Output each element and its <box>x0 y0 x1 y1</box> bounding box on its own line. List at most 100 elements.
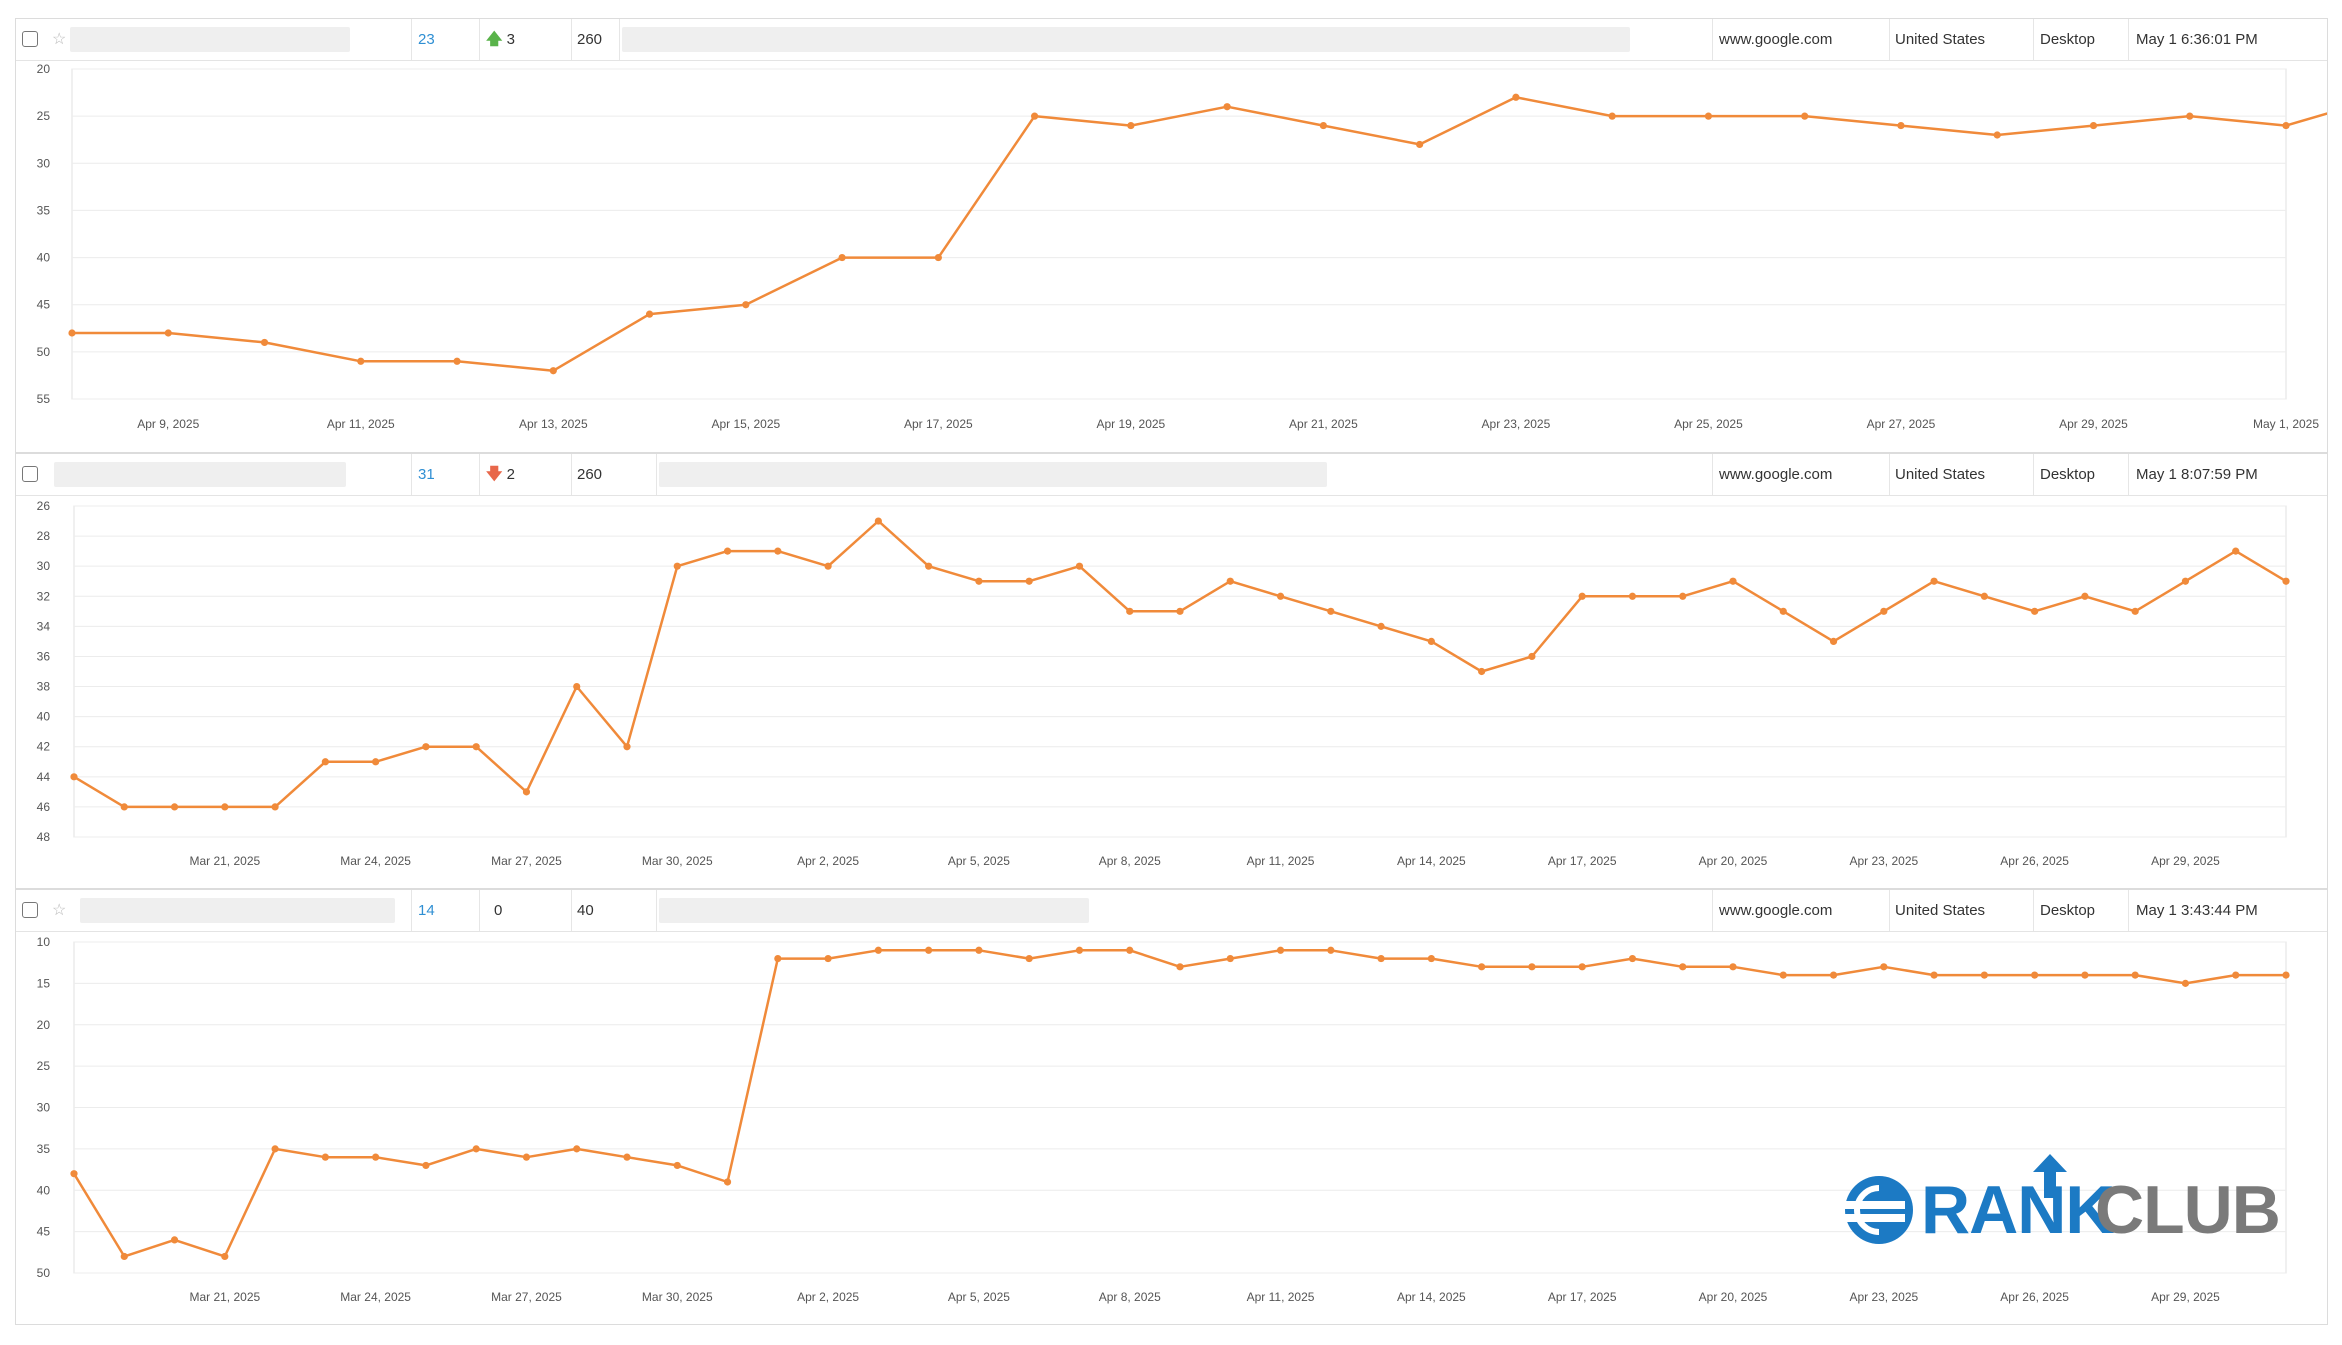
data-point[interactable] <box>673 562 681 570</box>
data-point[interactable] <box>1980 971 1988 979</box>
data-point[interactable] <box>1930 971 1938 979</box>
row-checkbox[interactable] <box>22 902 38 918</box>
data-point[interactable] <box>1377 622 1385 630</box>
data-point[interactable] <box>1226 954 1234 963</box>
data-point[interactable] <box>824 954 832 963</box>
data-point[interactable] <box>975 577 983 585</box>
data-point[interactable] <box>1608 112 1616 120</box>
data-point[interactable] <box>623 1153 631 1161</box>
data-point[interactable] <box>1327 946 1335 954</box>
data-point[interactable] <box>774 954 782 963</box>
data-point[interactable] <box>573 1145 581 1153</box>
current-rank-link[interactable]: 14 <box>418 902 435 919</box>
data-point[interactable] <box>221 1252 229 1261</box>
data-point[interactable] <box>1126 607 1134 615</box>
data-point[interactable] <box>1829 971 1838 979</box>
data-point[interactable] <box>422 743 430 751</box>
data-point[interactable] <box>372 758 380 766</box>
data-point[interactable] <box>1628 592 1637 600</box>
data-point[interactable] <box>1679 963 1687 971</box>
data-point[interactable] <box>2186 112 2194 120</box>
data-point[interactable] <box>1025 954 1033 963</box>
data-point[interactable] <box>1829 637 1838 646</box>
data-point[interactable] <box>838 253 846 262</box>
data-point[interactable] <box>1031 112 1039 120</box>
data-point[interactable] <box>1801 112 1809 120</box>
data-point[interactable] <box>70 1170 78 1178</box>
data-point[interactable] <box>120 803 128 811</box>
data-point[interactable] <box>1729 963 1737 971</box>
data-point[interactable] <box>975 946 983 954</box>
data-point[interactable] <box>2232 971 2240 979</box>
data-point[interactable] <box>522 1153 531 1161</box>
data-point[interactable] <box>2282 577 2290 585</box>
data-point[interactable] <box>1327 607 1335 615</box>
data-point[interactable] <box>925 562 933 570</box>
data-point[interactable] <box>2031 607 2039 615</box>
data-point[interactable] <box>1176 607 1184 615</box>
data-point[interactable] <box>372 1153 380 1161</box>
data-point[interactable] <box>170 1236 179 1244</box>
data-point[interactable] <box>1930 577 1938 585</box>
data-point[interactable] <box>1729 577 1737 585</box>
data-point[interactable] <box>68 329 76 337</box>
data-point[interactable] <box>2089 121 2098 130</box>
data-point[interactable] <box>2081 592 2089 600</box>
current-rank-link[interactable]: 23 <box>418 31 435 48</box>
data-point[interactable] <box>623 743 631 751</box>
data-point[interactable] <box>1704 112 1713 120</box>
data-point[interactable] <box>271 1145 279 1153</box>
data-point[interactable] <box>1880 607 1888 615</box>
row-checkbox[interactable] <box>22 466 38 482</box>
data-point[interactable] <box>1980 592 1988 600</box>
data-point[interactable] <box>2282 971 2290 979</box>
data-point[interactable] <box>549 367 557 375</box>
data-point[interactable] <box>1319 121 1327 130</box>
data-point[interactable] <box>120 1252 128 1261</box>
data-point[interactable] <box>1628 954 1637 963</box>
data-point[interactable] <box>874 517 882 525</box>
data-point[interactable] <box>1226 577 1234 585</box>
data-point[interactable] <box>934 253 942 262</box>
data-point[interactable] <box>2031 971 2039 979</box>
data-point[interactable] <box>164 329 172 337</box>
data-point[interactable] <box>1427 954 1435 963</box>
data-point[interactable] <box>1512 93 1520 101</box>
data-point[interactable] <box>1478 963 1486 971</box>
data-point[interactable] <box>645 310 654 318</box>
data-point[interactable] <box>453 357 461 365</box>
data-point[interactable] <box>321 1153 329 1161</box>
data-point[interactable] <box>673 1161 681 1170</box>
row-checkbox[interactable] <box>22 31 38 47</box>
data-point[interactable] <box>260 338 269 347</box>
data-point[interactable] <box>1427 637 1435 646</box>
data-point[interactable] <box>1779 607 1787 615</box>
data-point[interactable] <box>2131 971 2139 979</box>
data-point[interactable] <box>925 946 933 954</box>
data-point[interactable] <box>2181 979 2190 987</box>
star-icon[interactable]: ☆ <box>52 902 67 919</box>
data-point[interactable] <box>573 682 581 691</box>
data-point[interactable] <box>1176 963 1184 971</box>
data-point[interactable] <box>1528 963 1536 971</box>
data-point[interactable] <box>2131 607 2139 615</box>
data-point[interactable] <box>271 803 279 811</box>
data-point[interactable] <box>2232 547 2240 555</box>
data-point[interactable] <box>1416 140 1424 149</box>
data-point[interactable] <box>2181 577 2190 585</box>
data-point[interactable] <box>1223 103 1231 111</box>
data-point[interactable] <box>1025 577 1033 585</box>
data-point[interactable] <box>2282 121 2290 130</box>
data-point[interactable] <box>221 803 229 811</box>
data-point[interactable] <box>1126 946 1134 954</box>
data-point[interactable] <box>522 788 531 796</box>
data-point[interactable] <box>422 1161 430 1170</box>
data-point[interactable] <box>357 357 365 365</box>
current-rank-link[interactable]: 31 <box>418 466 435 483</box>
data-point[interactable] <box>723 1178 732 1186</box>
data-point[interactable] <box>1377 954 1385 963</box>
data-point[interactable] <box>1075 562 1084 570</box>
data-point[interactable] <box>723 547 732 555</box>
data-point[interactable] <box>774 547 782 555</box>
data-point[interactable] <box>472 1145 480 1153</box>
